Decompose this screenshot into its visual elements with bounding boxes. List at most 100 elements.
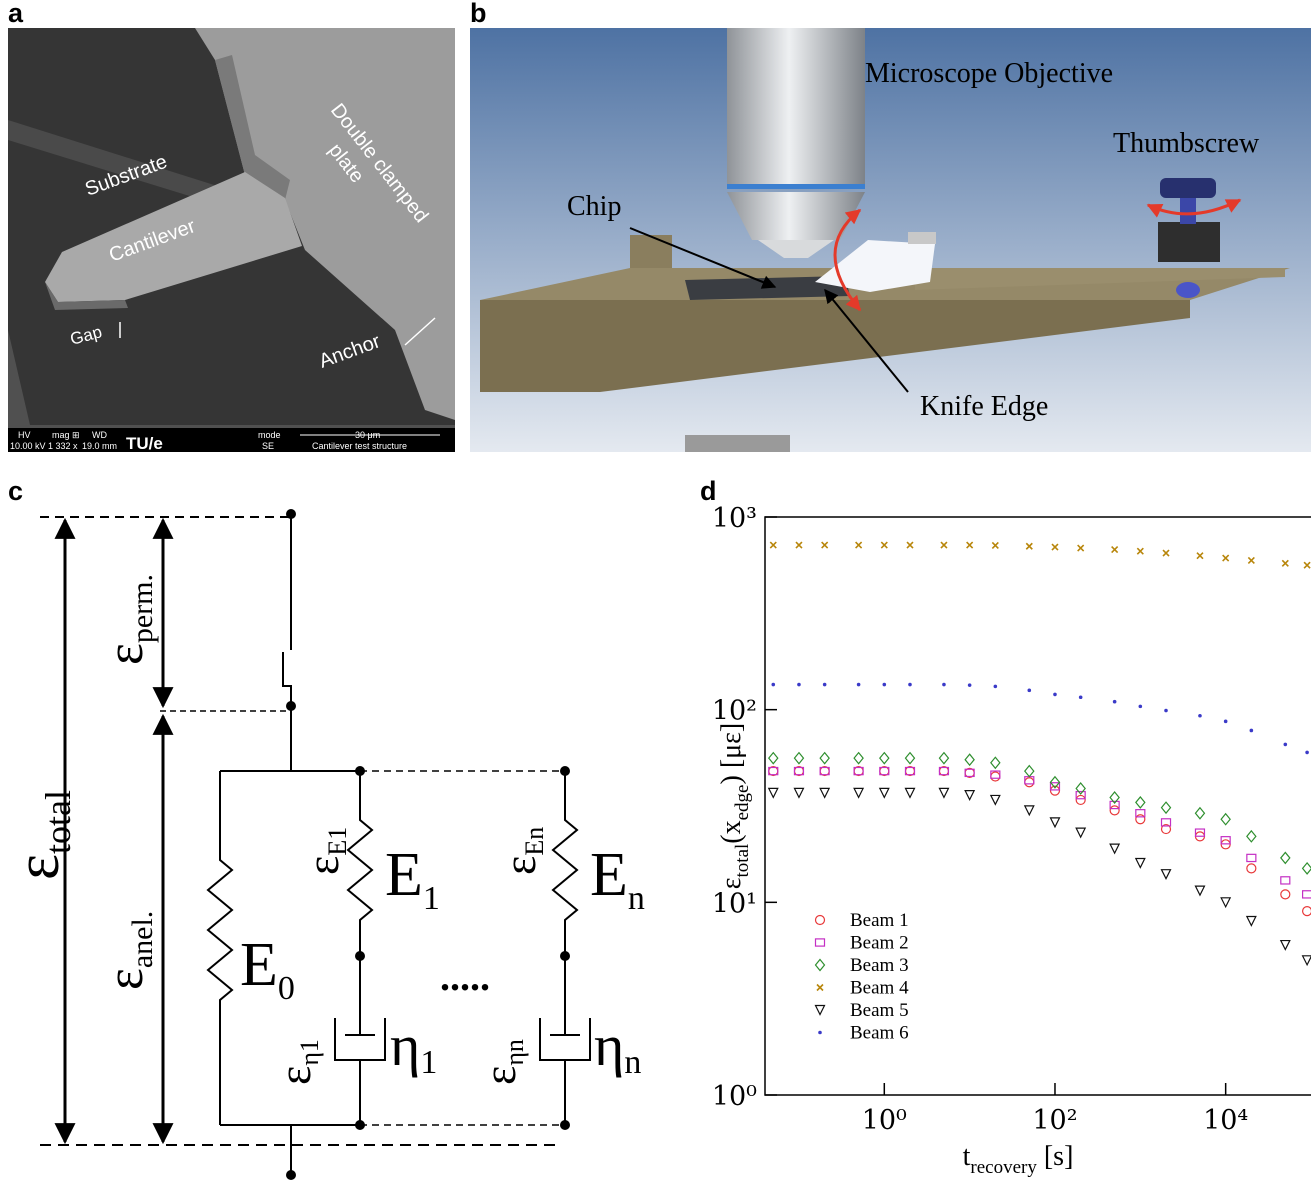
data-point <box>1303 956 1311 965</box>
data-point <box>1137 548 1143 554</box>
data-point <box>1281 877 1290 884</box>
subscript: 1 <box>420 1044 437 1081</box>
data-point <box>823 683 827 687</box>
data-point <box>883 683 887 687</box>
info-text: SE <box>262 441 274 451</box>
data-point <box>1113 700 1117 704</box>
data-point <box>1079 695 1083 699</box>
data-point <box>1197 553 1203 559</box>
strain-label: εEn <box>494 827 549 875</box>
symbol: η <box>594 1013 624 1078</box>
figure: a Substrate Cantilever Double clamped pl… <box>0 0 1311 1189</box>
symbol: ε <box>297 856 348 875</box>
data-point <box>1078 545 1084 551</box>
data-point <box>1305 751 1309 755</box>
symbol: ε <box>97 968 154 990</box>
data-point <box>880 788 889 797</box>
data-point <box>991 795 1000 804</box>
data-point <box>1247 831 1256 842</box>
data-point <box>881 542 887 548</box>
data-point <box>796 542 802 548</box>
data-point <box>1025 778 1034 787</box>
label-text: [s] <box>1037 1141 1074 1172</box>
data-point <box>1162 802 1171 813</box>
symbol: η <box>390 1013 420 1078</box>
data-point <box>1053 693 1057 697</box>
data-point <box>1303 891 1311 898</box>
data-point <box>794 753 803 764</box>
data-point <box>1248 557 1254 563</box>
data-point <box>939 753 948 764</box>
subscript: perm. <box>126 574 159 643</box>
ellipsis: ..... <box>440 954 490 999</box>
data-point <box>794 788 803 797</box>
data-point <box>1164 709 1168 713</box>
data-point <box>994 685 998 689</box>
data-point <box>1027 689 1031 693</box>
data-point <box>939 788 948 797</box>
data-point <box>1139 705 1143 709</box>
data-point <box>941 542 947 548</box>
data-point <box>820 788 829 797</box>
strain-label: εE1 <box>297 827 352 875</box>
subscript: η1 <box>295 1039 324 1066</box>
subscript: En <box>520 827 549 856</box>
data-point <box>771 683 775 687</box>
info-text: 1 332 x <box>48 441 78 451</box>
legend-label: Beam 4 <box>850 978 909 999</box>
symbol: ε <box>97 643 154 665</box>
strain-label: εηn <box>474 1039 529 1085</box>
setup-render <box>470 28 1311 452</box>
data-point <box>1247 864 1256 873</box>
data-point <box>1025 766 1034 777</box>
info-text: 10.00 kV <box>10 441 46 451</box>
subscript: recovery <box>970 1157 1037 1178</box>
panel-label: c <box>8 476 23 506</box>
data-point <box>1025 806 1034 815</box>
data-point <box>816 939 825 946</box>
data-point <box>1136 797 1145 808</box>
data-point <box>992 542 998 548</box>
data-point <box>797 683 801 687</box>
element-label: E1 <box>385 841 440 917</box>
info-bar: HV mag ⊞ WD mode 10.00 kV 1 332 x 19.0 m… <box>8 428 455 453</box>
data-point <box>967 542 973 548</box>
symbol: E <box>590 841 628 909</box>
data-point <box>1224 720 1228 724</box>
data-point <box>991 757 1000 768</box>
data-point <box>1076 828 1085 837</box>
data-point <box>820 753 829 764</box>
sem-image <box>8 28 455 452</box>
subscript: 0 <box>278 970 295 1007</box>
data-point <box>822 542 828 548</box>
data-point <box>1281 890 1290 899</box>
panel-label: b <box>470 0 487 28</box>
y-tick-label: 10⁰ <box>712 1081 757 1112</box>
element-label: En <box>590 841 645 917</box>
data-point <box>854 753 863 764</box>
y-tick-label: 10³ <box>712 503 757 534</box>
symbol: ε <box>4 854 72 880</box>
panel-label: a <box>8 0 24 28</box>
data-point <box>965 754 974 765</box>
axis-label: trecovery [s] <box>963 1141 1074 1178</box>
strain-label: εη1 <box>269 1039 324 1085</box>
y-tick-label: 10¹ <box>712 888 757 919</box>
symbol: ε <box>474 1066 525 1085</box>
data-point <box>816 916 825 925</box>
panel-label: d <box>700 476 717 506</box>
data-point <box>942 683 946 687</box>
annotation: Microscope Objective <box>865 58 1113 89</box>
strain-label: εanel. <box>97 911 159 990</box>
annotation: Chip <box>567 191 621 222</box>
data-point <box>905 788 914 797</box>
data-point <box>1076 783 1085 794</box>
subscript: total <box>732 844 753 878</box>
data-point <box>908 683 912 687</box>
data-point <box>1198 714 1202 718</box>
info-text: mag ⊞ <box>52 430 80 440</box>
data-point <box>816 1006 825 1015</box>
data-point <box>991 772 1000 781</box>
data-point <box>818 1031 822 1035</box>
data-point <box>1136 859 1145 868</box>
